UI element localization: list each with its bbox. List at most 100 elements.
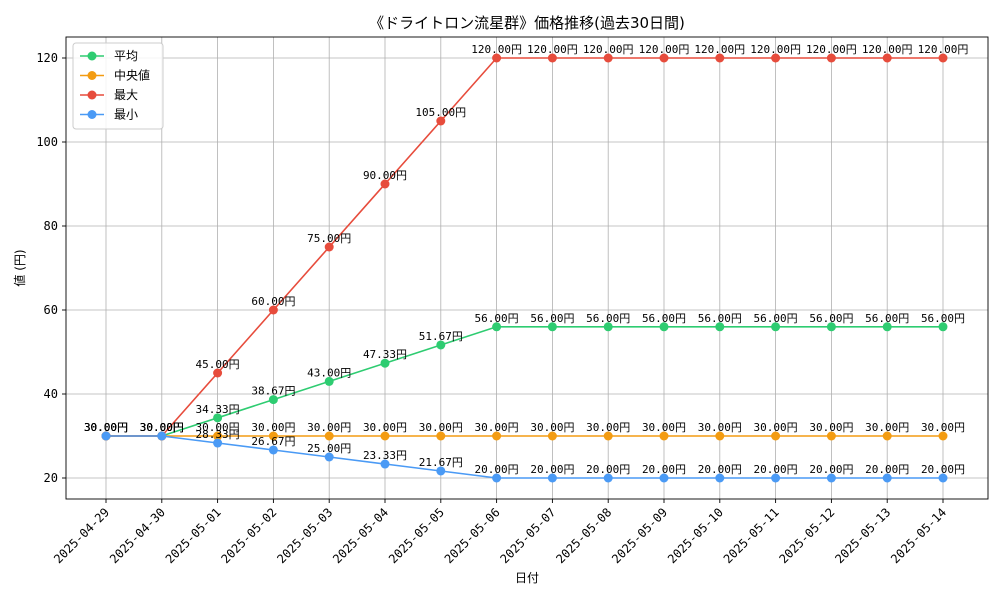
data-point [882, 431, 892, 441]
legend-marker [87, 51, 97, 61]
data-label: 120.00円 [527, 43, 578, 56]
data-label: 56.00円 [809, 312, 853, 325]
data-point [771, 473, 781, 483]
data-point [213, 413, 223, 423]
data-point [603, 473, 613, 483]
data-point [771, 431, 781, 441]
data-label: 20.00円 [698, 463, 742, 476]
data-point [268, 305, 278, 315]
data-label: 20.00円 [754, 463, 798, 476]
data-point [715, 322, 725, 332]
data-point [826, 322, 836, 332]
data-point [547, 322, 557, 332]
data-point [938, 473, 948, 483]
data-label: 30.00円 [196, 421, 240, 434]
data-label: 23.33円 [363, 449, 407, 462]
data-point [938, 322, 948, 332]
data-point [436, 116, 446, 126]
data-point [213, 368, 223, 378]
chart-title: 《ドライトロン流星群》価格推移(過去30日間) [369, 14, 685, 32]
legend-box [72, 42, 164, 130]
legend-marker [87, 90, 97, 100]
data-label: 56.00円 [865, 312, 909, 325]
data-point [547, 431, 557, 441]
data-label: 60.00円 [251, 295, 295, 308]
data-label: 56.00円 [586, 312, 630, 325]
x-axis-ticks: 2025-04-292025-04-302025-05-012025-05-02… [51, 499, 949, 566]
y-tick-label: 40 [44, 387, 58, 401]
data-label: 20.00円 [530, 463, 574, 476]
data-point [715, 431, 725, 441]
data-label: 105.00円 [415, 106, 466, 119]
data-point [882, 53, 892, 63]
data-label: 30.00円 [475, 421, 519, 434]
data-label: 20.00円 [642, 463, 686, 476]
data-label: 30.00円 [84, 421, 128, 434]
data-point [603, 53, 613, 63]
data-point [603, 431, 613, 441]
data-point [826, 473, 836, 483]
data-label: 20.00円 [586, 463, 630, 476]
data-label: 30.00円 [307, 421, 351, 434]
data-point [771, 322, 781, 332]
y-axis-label: 値 (円) [12, 249, 27, 286]
x-tick-label: 2025-05-02 [219, 505, 280, 566]
data-label: 120.00円 [639, 43, 690, 56]
data-point [268, 431, 278, 441]
x-tick-label: 2025-05-10 [665, 505, 726, 566]
data-point [882, 322, 892, 332]
data-label: 30.00円 [363, 421, 407, 434]
data-label: 120.00円 [583, 43, 634, 56]
x-tick-label: 2025-05-01 [163, 505, 224, 566]
data-point [492, 322, 502, 332]
x-tick-label: 2025-05-04 [330, 505, 391, 566]
x-tick-label: 2025-05-07 [498, 505, 559, 566]
data-label: 30.00円 [530, 421, 574, 434]
x-tick-label: 2025-04-30 [107, 505, 168, 566]
data-point [492, 53, 502, 63]
data-point [715, 53, 725, 63]
data-label: 120.00円 [862, 43, 913, 56]
x-tick-label: 2025-05-08 [553, 505, 614, 566]
data-label: 75.00円 [307, 232, 351, 245]
data-label: 30.00円 [140, 421, 184, 434]
y-tick-label: 120 [36, 51, 58, 65]
legend-marker [87, 71, 97, 80]
data-point [380, 459, 390, 469]
data-label: 25.00円 [307, 442, 351, 455]
data-label: 120.00円 [471, 43, 522, 56]
data-label: 120.00円 [806, 43, 857, 56]
data-point [715, 473, 725, 483]
data-point [826, 431, 836, 441]
data-point [771, 53, 781, 63]
data-label: 56.00円 [698, 312, 742, 325]
data-label: 20.00円 [809, 463, 853, 476]
data-label: 30.00円 [84, 421, 128, 434]
data-point [213, 438, 223, 448]
data-point [826, 53, 836, 63]
data-point [324, 431, 334, 441]
series-line [106, 435, 943, 479]
data-point [547, 53, 557, 63]
y-axis-ticks: 20 40 60 80 100 120 [36, 51, 66, 485]
data-label: 30.00円 [419, 421, 463, 434]
data-point [547, 473, 557, 483]
data-label: 30.00円 [586, 421, 630, 434]
y-tick-label: 60 [44, 303, 58, 317]
data-label: 30.00円 [84, 421, 128, 434]
data-label: 45.00円 [196, 358, 240, 371]
x-tick-label: 2025-05-06 [442, 505, 503, 566]
data-label: 34.33円 [196, 403, 240, 416]
x-tick-label: 2025-05-11 [721, 505, 782, 566]
legend-label: 最小 [114, 108, 138, 122]
data-label: 56.00円 [754, 312, 798, 325]
data-label: 90.00円 [363, 169, 407, 182]
data-point [436, 466, 446, 476]
data-label: 120.00円 [750, 43, 801, 56]
data-label: 30.00円 [642, 421, 686, 434]
data-label: 38.67円 [251, 385, 295, 398]
data-label: 120.00円 [694, 43, 745, 56]
data-label: 30.00円 [754, 421, 798, 434]
